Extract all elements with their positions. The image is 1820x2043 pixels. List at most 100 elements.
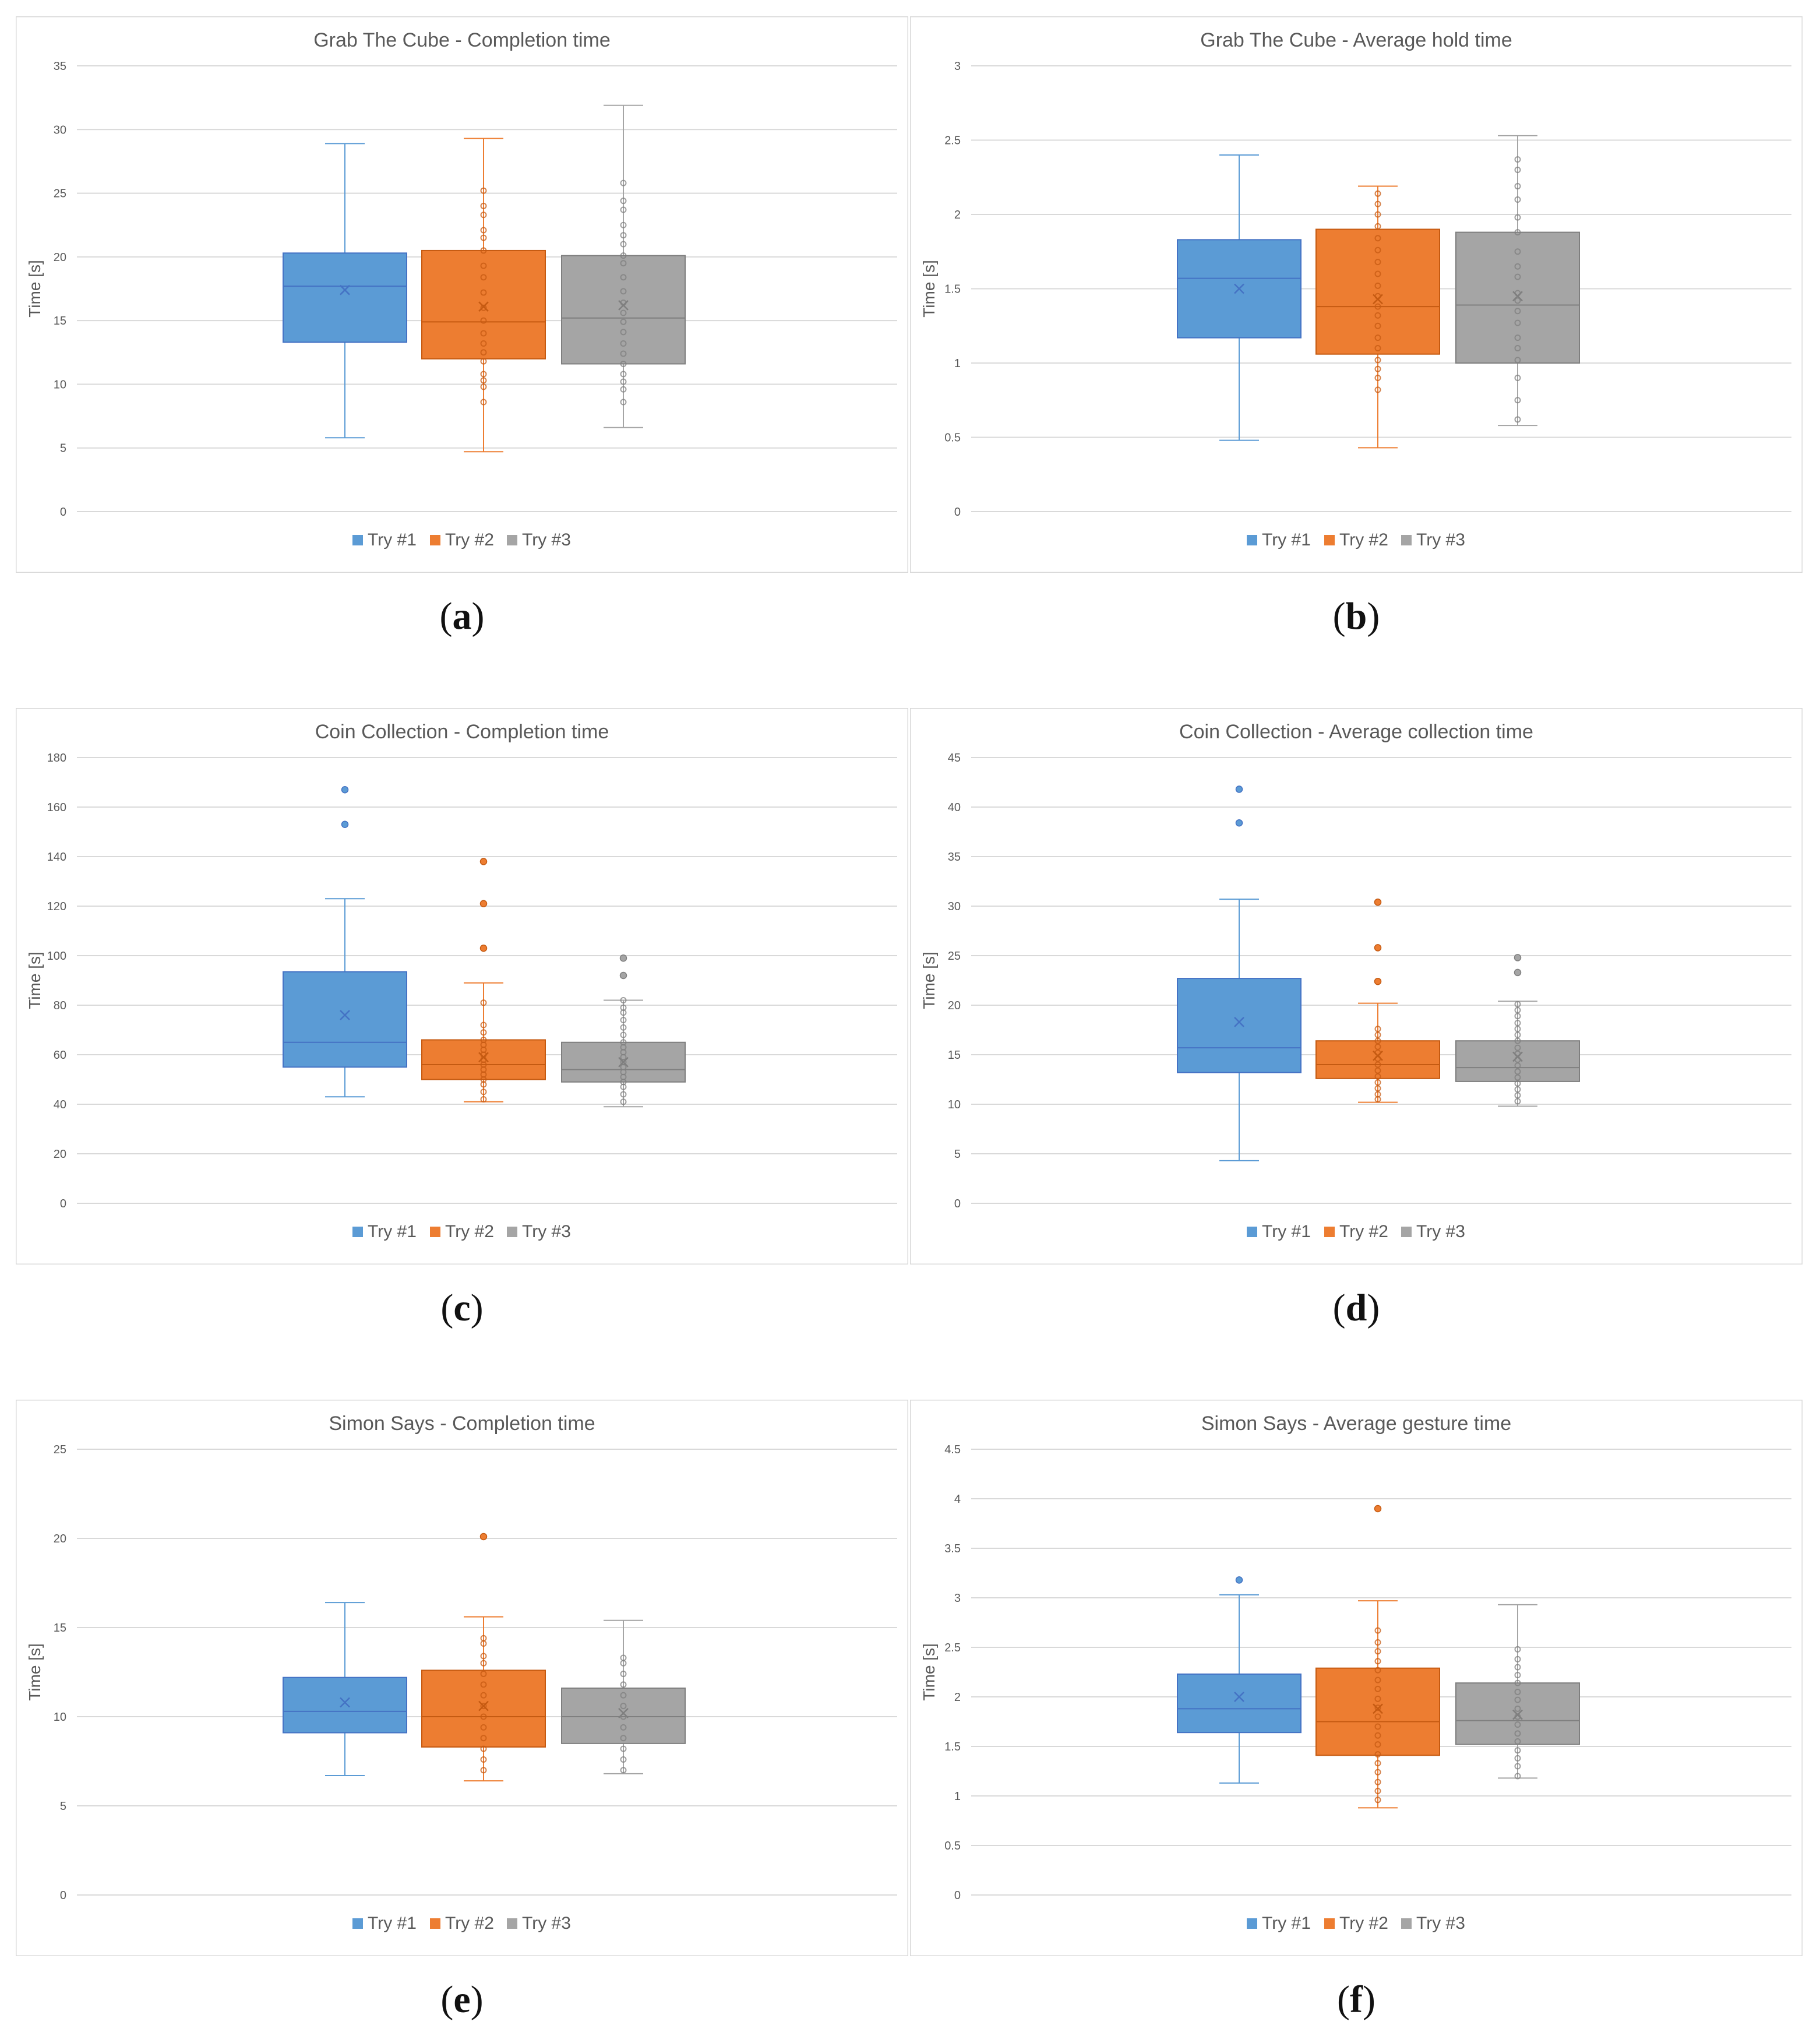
mean-marker — [340, 284, 350, 295]
legend-label: Try #3 — [522, 530, 571, 550]
outlier-point — [479, 858, 488, 865]
data-point — [1374, 1704, 1381, 1711]
chart-panel-b: Grab The Cube - Average hold time 0 0.5 1 1.… — [910, 16, 1803, 573]
chart-b: Grab The Cube - Average hold time 0 0.5 1 1.… — [910, 16, 1803, 573]
data-point — [1374, 1676, 1381, 1683]
box-try1 — [1177, 786, 1301, 1161]
box-iqr — [1177, 1673, 1301, 1734]
y-tick-label: 2.5 — [944, 1642, 961, 1654]
data-point — [480, 212, 487, 219]
data-point — [1514, 397, 1521, 404]
legend-swatch-try1 — [1247, 1918, 1257, 1929]
y-tick-label: 1 — [954, 1790, 961, 1803]
y-tick-label: 1.5 — [944, 1741, 961, 1753]
data-point — [480, 349, 487, 356]
data-point — [1514, 1705, 1521, 1712]
y-tick-label: 35 — [54, 60, 66, 73]
y-tick-label: 30 — [54, 124, 66, 136]
legend-swatch-try2 — [1324, 1227, 1335, 1237]
data-point — [480, 1756, 487, 1763]
y-tick-label: 30 — [948, 900, 961, 913]
data-point — [1514, 375, 1521, 381]
data-point — [1514, 1672, 1521, 1679]
chart-a: Grab The Cube - Completion time 0 5 10 15 20 2… — [16, 16, 908, 573]
legend-swatch-try2 — [1324, 1918, 1335, 1929]
mean-marker — [478, 1052, 489, 1063]
data-point — [620, 1671, 627, 1678]
data-point — [1514, 1007, 1521, 1013]
data-point — [1374, 282, 1381, 289]
data-point — [620, 1756, 627, 1763]
legend-swatch-try2 — [430, 1227, 440, 1237]
data-point — [480, 1713, 487, 1720]
mean-marker — [1234, 283, 1244, 294]
data-point — [1374, 1061, 1381, 1068]
y-tick-label: 2.5 — [944, 135, 961, 147]
data-point — [620, 1091, 627, 1098]
y-tick-label: 80 — [54, 999, 66, 1012]
outlier-point — [1514, 954, 1522, 961]
data-point — [480, 289, 487, 296]
data-point — [620, 1767, 627, 1774]
y-tick-label: 2 — [954, 209, 961, 221]
outlier-point — [1374, 898, 1382, 906]
data-point — [1514, 1773, 1521, 1780]
data-point — [1514, 1044, 1521, 1051]
data-point — [1514, 1646, 1521, 1653]
data-point — [620, 206, 627, 213]
data-point — [1374, 1713, 1381, 1720]
box-try2 — [421, 138, 546, 453]
y-axis-label: Time [s] — [26, 952, 44, 1009]
data-point — [1374, 1778, 1381, 1785]
data-point — [1514, 1031, 1521, 1038]
y-tick-label: 0 — [954, 1197, 961, 1210]
data-point — [1514, 1098, 1521, 1105]
outlier-point — [1374, 1505, 1382, 1513]
data-point — [620, 1098, 627, 1105]
data-point — [620, 318, 627, 325]
chart-f: Simon Says - Average gesture time 0 0.5 1 1.… — [910, 1400, 1803, 1956]
y-tick-label: 40 — [54, 1098, 66, 1111]
data-point — [1514, 1092, 1521, 1099]
data-point — [480, 234, 487, 241]
mean-marker — [618, 300, 629, 311]
data-point — [480, 377, 487, 384]
data-point — [1374, 1037, 1381, 1044]
data-point — [620, 386, 627, 393]
data-point — [1374, 1751, 1381, 1758]
outlier-point — [1514, 968, 1522, 977]
data-point — [1374, 1695, 1381, 1702]
data-point — [1514, 1655, 1521, 1662]
data-point — [480, 330, 487, 337]
chart-frame — [16, 708, 908, 1264]
y-tick-label: 15 — [54, 315, 66, 327]
data-point — [1374, 1091, 1381, 1098]
mean-marker — [478, 1700, 489, 1711]
data-point — [480, 304, 487, 311]
data-point — [1374, 1741, 1381, 1748]
y-tick-label: 25 — [54, 188, 66, 200]
outlier-point — [1374, 977, 1382, 985]
box-try3 — [1455, 135, 1580, 427]
data-point — [620, 1724, 627, 1731]
y-tick-label: 20 — [54, 1533, 66, 1545]
y-tick-label: 0 — [954, 506, 961, 519]
y-tick-label: 15 — [948, 1049, 961, 1062]
data-point — [1514, 357, 1521, 364]
y-tick-label: 0.5 — [944, 1840, 961, 1852]
outlier-point — [1374, 944, 1382, 952]
data-point — [1514, 1763, 1521, 1770]
data-point — [480, 1681, 487, 1688]
mean-marker — [1512, 1051, 1523, 1062]
data-point — [480, 358, 487, 365]
data-point — [620, 198, 627, 205]
box-try2 — [1315, 185, 1440, 449]
y-tick-label: 4.5 — [944, 1443, 961, 1456]
data-point — [1374, 1067, 1381, 1074]
y-axis-label: Time [s] — [920, 952, 938, 1009]
data-point — [1374, 1685, 1381, 1692]
box-iqr — [1315, 1040, 1440, 1079]
data-point — [1514, 416, 1521, 423]
data-point — [480, 1653, 487, 1660]
legend: Try #1 Try #2 Try #3 — [352, 1914, 571, 1933]
